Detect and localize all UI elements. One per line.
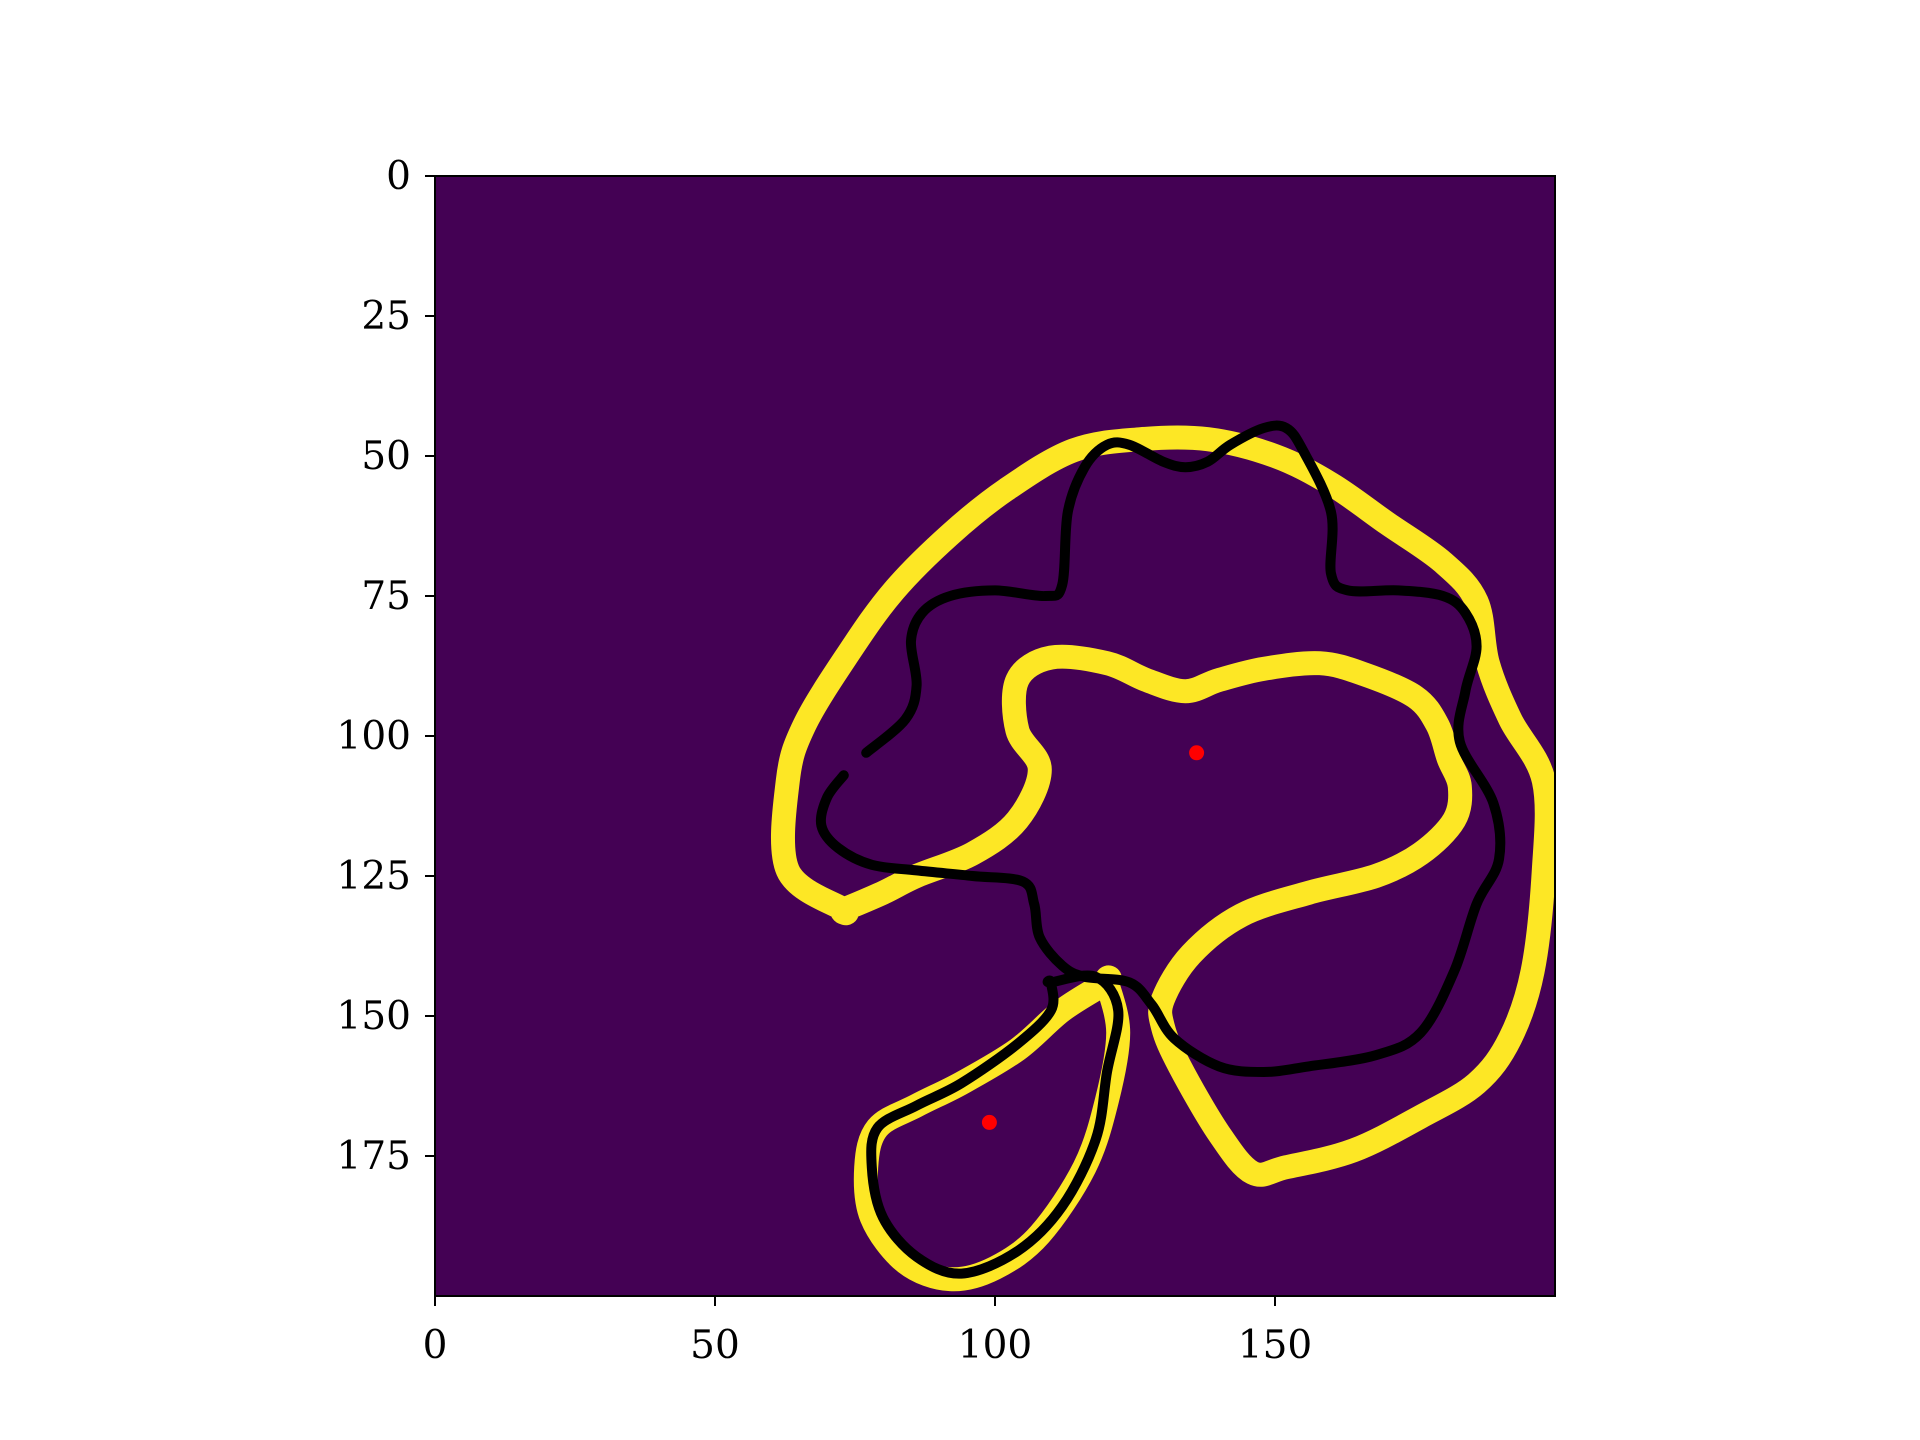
y-tick-label-50: 50 (361, 434, 411, 479)
x-axis: 0 50 100 150 (423, 1296, 1312, 1368)
centroid-point-1 (981, 1114, 997, 1130)
x-tick-label-0: 0 (423, 1323, 448, 1368)
y-axis: 0 25 50 75 100 125 150 175 (337, 154, 435, 1179)
y-tick-label-175: 175 (337, 1134, 411, 1179)
plot-area (434, 175, 1556, 1297)
y-tick-label-150: 150 (337, 994, 411, 1039)
black-contour-upper-contour (815, 420, 1506, 1077)
heatmap-background (435, 176, 1555, 1296)
x-tick-label-150: 150 (1238, 1323, 1312, 1368)
y-tick-label-0: 0 (386, 154, 411, 199)
black-contour-lower-contour (866, 970, 1124, 1279)
centroid-point-0 (1189, 745, 1205, 761)
x-tick-label-50: 50 (690, 1323, 740, 1368)
y-tick-label-25: 25 (361, 294, 411, 339)
contours-layer (815, 420, 1506, 1279)
y-tick-label-75: 75 (361, 574, 411, 619)
x-tick-label-100: 100 (958, 1323, 1032, 1368)
yellow-band-outer-ring (770, 425, 1555, 1187)
y-tick-label-125: 125 (337, 854, 411, 899)
centroids-layer (981, 745, 1205, 1130)
y-tick-label-100: 100 (337, 714, 411, 759)
